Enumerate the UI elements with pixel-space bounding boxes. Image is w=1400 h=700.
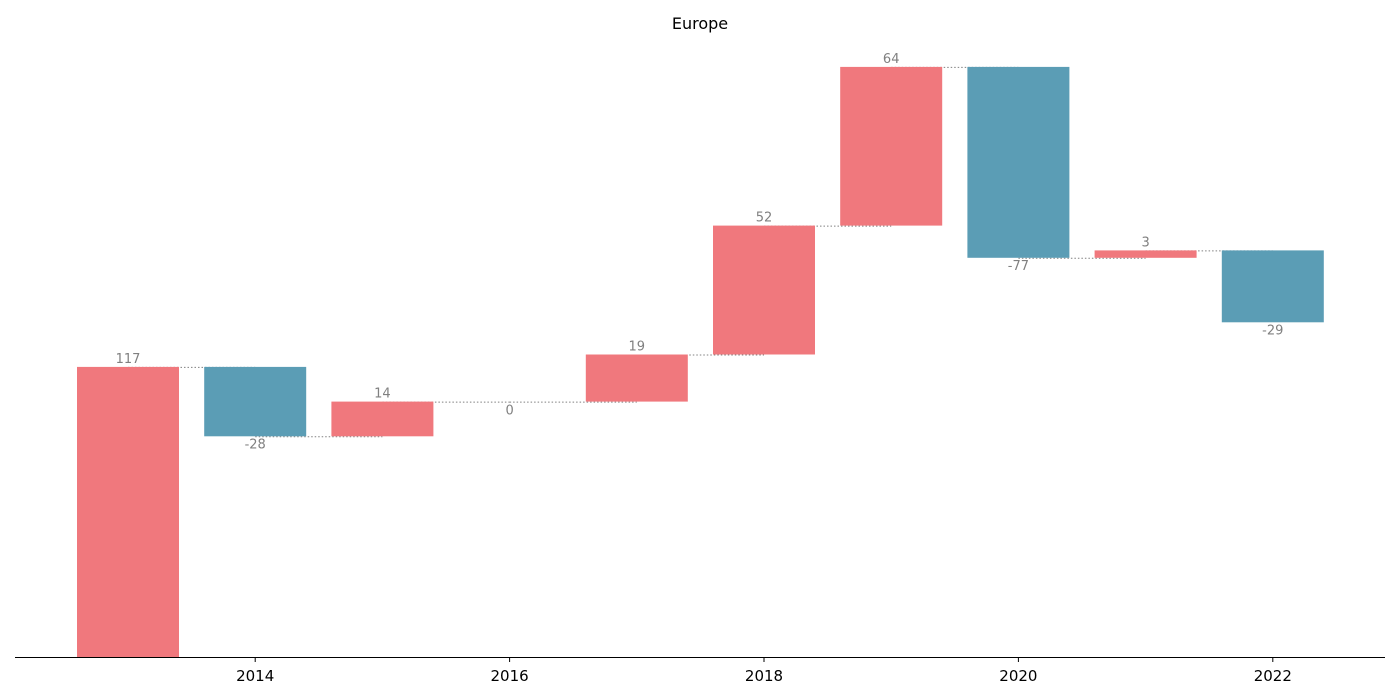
bar-2018 — [713, 226, 815, 355]
x-tick-label-2014: 2014 — [236, 667, 274, 685]
value-label-2017: 19 — [629, 340, 646, 355]
x-tick-label-2020: 2020 — [999, 667, 1037, 685]
value-label-2020: -77 — [1008, 259, 1029, 274]
bar-2020 — [967, 67, 1069, 258]
value-label-2016: 0 — [505, 404, 513, 419]
value-label-2022: -29 — [1262, 323, 1283, 338]
value-label-2019: 64 — [883, 52, 900, 67]
x-axis-ticks: 2014 2016 2018 2020 2022 — [236, 658, 1292, 686]
value-label-2021: 3 — [1141, 235, 1149, 250]
bar-2013 — [77, 367, 179, 657]
value-label-2015: 14 — [374, 387, 391, 402]
value-label-2018: 52 — [756, 211, 773, 226]
bar-2015 — [331, 402, 433, 437]
chart-title: Europe — [672, 14, 728, 33]
x-tick-label-2022: 2022 — [1254, 667, 1292, 685]
value-label-2013: 117 — [116, 352, 141, 367]
x-tick-label-2016: 2016 — [491, 667, 529, 685]
x-tick-label-2018: 2018 — [745, 667, 783, 685]
value-label-2014: -28 — [245, 437, 266, 452]
bar-2022 — [1222, 250, 1324, 322]
bar-2017 — [586, 355, 688, 402]
bar-2019 — [840, 67, 942, 226]
bar-2014 — [204, 367, 306, 436]
bars — [77, 67, 1324, 657]
bar-2021 — [1095, 250, 1197, 257]
